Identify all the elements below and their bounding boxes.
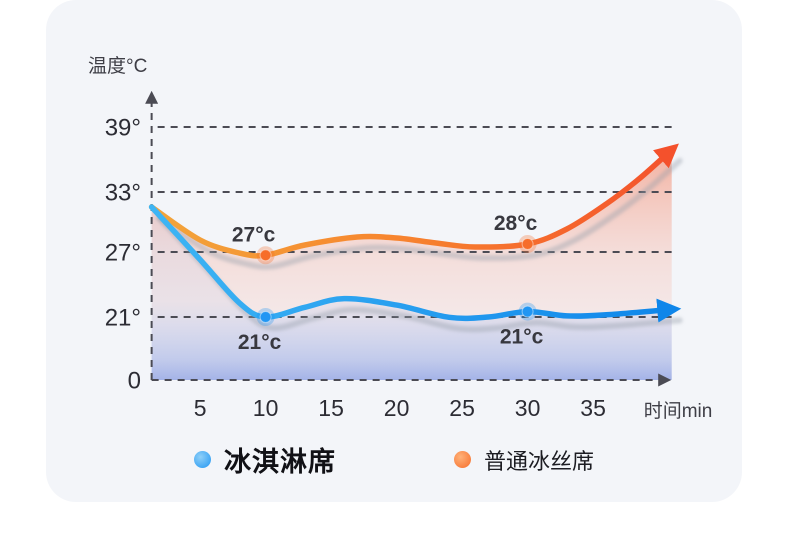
chart-legend: 冰淇淋席 普通冰丝席 xyxy=(46,440,742,479)
data-point-label: 28°c xyxy=(494,212,538,235)
x-tick-label: 5 xyxy=(194,395,207,421)
legend-marker-blue-dot xyxy=(193,451,211,468)
data-point-dot xyxy=(521,238,534,250)
legend-label-ice-cream-mat: 冰淇淋席 xyxy=(223,447,336,477)
data-point-dot xyxy=(259,311,272,323)
y-tick-label: 0 xyxy=(128,367,141,394)
y-tick-label: 21° xyxy=(105,304,141,331)
ice-cream-mat-shadow-line xyxy=(156,215,683,333)
data-point-label: 27°c xyxy=(232,223,276,246)
data-point-dot xyxy=(259,249,272,262)
legend-label-ordinary-ice-silk-mat: 普通冰丝席 xyxy=(483,448,594,474)
ordinary-ice-silk-mat-shadow-line xyxy=(156,157,683,270)
y-tick-label: 39° xyxy=(105,114,141,141)
x-tick-label: 15 xyxy=(318,395,344,421)
data-point-dot xyxy=(521,305,534,318)
x-tick-label: 20 xyxy=(384,395,410,421)
legend-item-ice-cream-mat: 冰淇淋席 xyxy=(193,440,336,479)
y-tick-label: 27° xyxy=(105,239,141,266)
x-tick-label: 35 xyxy=(580,395,606,421)
legend-marker-orange-dot xyxy=(453,451,471,468)
ordinary-ice-silk-mat-line xyxy=(148,143,679,259)
x-tick-label: 30 xyxy=(515,395,541,421)
y-tick-label: 33° xyxy=(105,179,141,206)
x-tick-label: 10 xyxy=(253,395,279,421)
legend-item-ordinary-ice-silk-mat: 普通冰丝席 xyxy=(453,444,594,476)
ice-cream-mat-area xyxy=(151,207,672,380)
x-axis-title: 时间min xyxy=(644,400,713,422)
data-point-label: 21°c xyxy=(500,326,544,349)
data-point-label: 21°c xyxy=(238,331,282,354)
y-axis-title: 温度°C xyxy=(88,55,147,77)
ice-cream-mat-line xyxy=(148,204,682,323)
x-tick-label: 25 xyxy=(449,395,475,421)
